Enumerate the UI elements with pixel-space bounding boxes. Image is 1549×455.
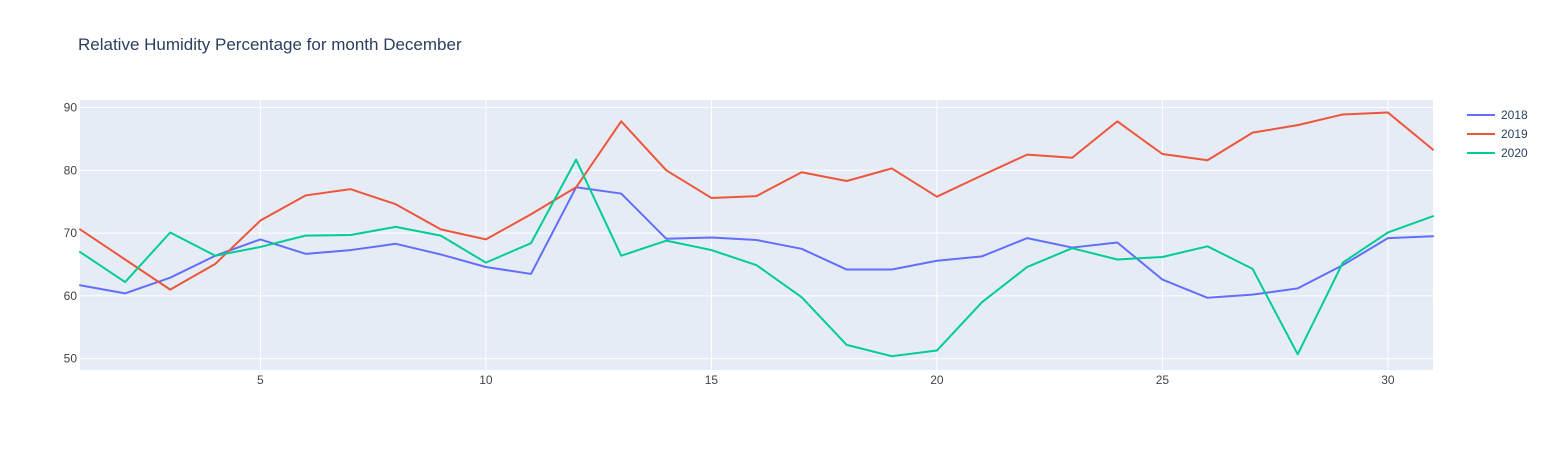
x-tick-label: 15 [705,373,719,387]
y-tick-label: 90 [64,101,78,115]
legend-item-2020[interactable]: 2020 [1467,146,1528,160]
y-tick-label: 80 [64,163,78,177]
y-tick-label: 60 [64,289,78,303]
legend[interactable]: 2018 2019 2020 [1467,108,1528,160]
x-tick-label: 10 [479,373,493,387]
legend-label: 2019 [1501,127,1528,141]
legend-label: 2018 [1501,108,1528,122]
series-line-2019[interactable] [79,111,1434,291]
legend-item-2018[interactable]: 2018 [1467,108,1528,122]
x-tick-label: 20 [930,373,944,387]
plot-background [80,100,1433,370]
series-line-2018[interactable] [79,186,1434,299]
legend-label: 2020 [1501,146,1528,160]
legend-item-2019[interactable]: 2019 [1467,127,1528,141]
series-line-2020[interactable] [79,158,1434,358]
x-tick-label: 30 [1381,373,1395,387]
x-tick-label: 25 [1156,373,1170,387]
series-lines [79,111,1434,358]
x-tick-label: 5 [257,373,264,387]
chart-title: Relative Humidity Percentage for month D… [78,35,462,54]
y-tick-label: 70 [64,226,78,240]
axis-ticks: 5 10 15 20 25 30 50 60 70 80 90 [64,101,1395,387]
gridlines [80,100,1433,370]
y-tick-label: 50 [64,352,78,366]
